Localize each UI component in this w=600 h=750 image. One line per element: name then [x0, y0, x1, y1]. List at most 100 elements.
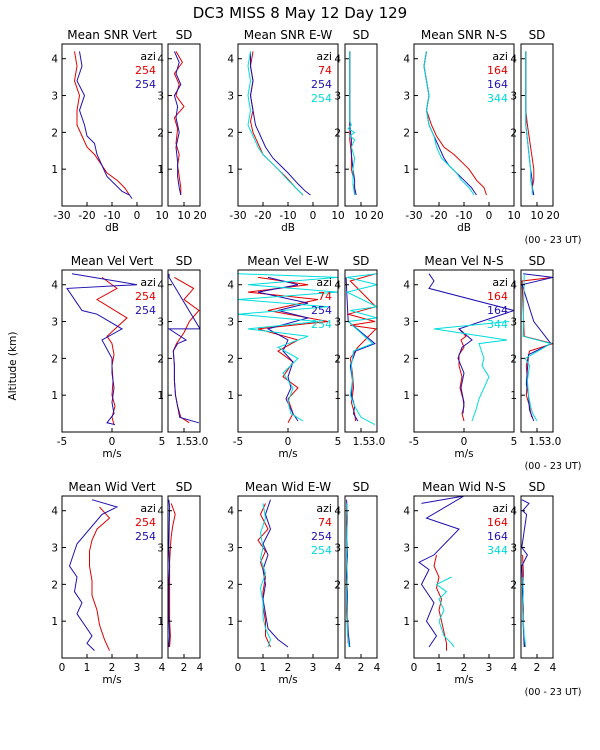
- series-line-254-blue: [68, 499, 119, 651]
- series-line-254-red: [89, 506, 111, 651]
- series-group: [257, 499, 289, 648]
- series-group: [247, 51, 311, 196]
- y-tick-label: 3: [157, 543, 164, 555]
- y-tick-label: 3: [403, 91, 410, 103]
- y-tick-label: 1: [157, 616, 164, 628]
- series-group: [521, 273, 553, 422]
- series-line-344-cyan: [435, 576, 455, 648]
- legend-entry-red: 164: [487, 290, 508, 303]
- x-tick-label: 2: [181, 662, 188, 674]
- legend-entry-cyan: 344: [487, 544, 508, 557]
- series-group: [525, 51, 535, 196]
- x-tick-label: 2: [534, 662, 541, 674]
- series-line-254-cyan: [247, 51, 304, 196]
- panel-r1-c3: SD 1.5 3.0 1 2 3 4: [334, 254, 385, 448]
- y-tick-label: 2: [51, 579, 58, 591]
- x-tick-label: 0: [235, 662, 242, 674]
- series-line-164-red: [458, 328, 467, 422]
- y-tick-label: 4: [227, 54, 234, 66]
- legend-entry-red: 164: [487, 64, 508, 77]
- y-tick-label: 2: [157, 127, 164, 139]
- series-line-254-red: [73, 51, 130, 196]
- legend-entry-blue: 254: [135, 78, 156, 91]
- x-tick-label: -20: [254, 210, 271, 222]
- x-tick-label: 0: [486, 210, 493, 222]
- panel-title: Mean Wid Vert: [68, 480, 155, 494]
- panel-title: SD: [529, 480, 546, 494]
- y-tick-label: 1: [334, 390, 341, 402]
- legend-entry-red: 254: [135, 290, 156, 303]
- series-group: [346, 499, 351, 648]
- plot-frame: [344, 495, 378, 659]
- x-axis-label: m/s: [454, 674, 473, 686]
- x-axis-label: m/s: [454, 448, 473, 460]
- x-axis-label: dB: [457, 222, 471, 234]
- series-line-164-blue: [423, 51, 477, 196]
- y-tick-label: 1: [227, 390, 234, 402]
- panel-grid: Mean SNR Vert-30 -20 -10 0 101234dBazi254254…: [51, 28, 561, 686]
- panel-title: Mean SNR E-W: [244, 28, 333, 42]
- panel-title: SD: [176, 480, 193, 494]
- plot-frame: [167, 43, 201, 207]
- series-group: [521, 499, 530, 648]
- plot-frame: [167, 495, 201, 659]
- x-tick-label: 3: [310, 662, 317, 674]
- series-group: [168, 499, 176, 648]
- y-tick-label: 3: [157, 91, 164, 103]
- series-line-254-blue: [257, 276, 310, 422]
- x-tick-label: 0: [411, 662, 418, 674]
- y-tick-label: 1: [227, 164, 234, 176]
- x-tick-label: 0: [59, 662, 66, 674]
- y-tick-label: 2: [334, 579, 341, 591]
- y-tick-label: 4: [227, 280, 234, 292]
- y-tick-label: 4: [334, 54, 341, 66]
- y-tick-label: 4: [510, 54, 517, 66]
- x-axis-label: dB: [105, 222, 119, 234]
- x-tick-label: 10: [354, 210, 367, 222]
- ut-note-row1: (00 - 23 UT): [525, 235, 582, 246]
- x-tick-label: 4: [374, 662, 381, 674]
- series-line-254-cyan: [345, 273, 377, 426]
- y-tick-label: 4: [157, 280, 164, 292]
- series-line-254-blue: [66, 273, 138, 426]
- panel-title: SD: [176, 28, 193, 42]
- x-tick-label: 3.0: [369, 436, 386, 448]
- x-tick-label: -5: [57, 436, 67, 448]
- y-tick-label: 2: [510, 353, 517, 365]
- y-tick-label: 2: [334, 353, 341, 365]
- legend-entry-red: 164: [487, 516, 508, 529]
- legend-header: azi: [492, 276, 508, 289]
- y-tick-label: 4: [157, 54, 164, 66]
- series-line-254-cyan: [346, 503, 350, 648]
- x-tick-label: 0: [285, 436, 292, 448]
- panel-title: Mean SNR Vert: [67, 28, 157, 42]
- legend-entry-blue: 254: [135, 304, 156, 317]
- y-tick-label: 1: [157, 390, 164, 402]
- series-line-254-blue: [262, 499, 289, 648]
- panel-title: Mean Vel E-W: [247, 254, 329, 268]
- x-tick-label: 3.0: [192, 436, 209, 448]
- panel-title: SD: [353, 254, 370, 268]
- legend-header: azi: [316, 276, 332, 289]
- figure-title: DC3 MISS 8 May 12 Day 129: [193, 4, 407, 22]
- x-tick-label: 0: [134, 210, 141, 222]
- legend-entry-cyan: 254: [311, 92, 332, 105]
- series-line-254-blue: [168, 499, 171, 648]
- y-tick-label: 1: [510, 390, 517, 402]
- x-tick-label: 1.5: [176, 436, 193, 448]
- x-tick-label: 4: [335, 662, 342, 674]
- y-tick-label: 3: [334, 543, 341, 555]
- x-tick-label: -20: [430, 210, 447, 222]
- y-tick-label: 3: [157, 317, 164, 329]
- x-tick-label: 2: [358, 662, 365, 674]
- y-tick-label: 4: [510, 506, 517, 518]
